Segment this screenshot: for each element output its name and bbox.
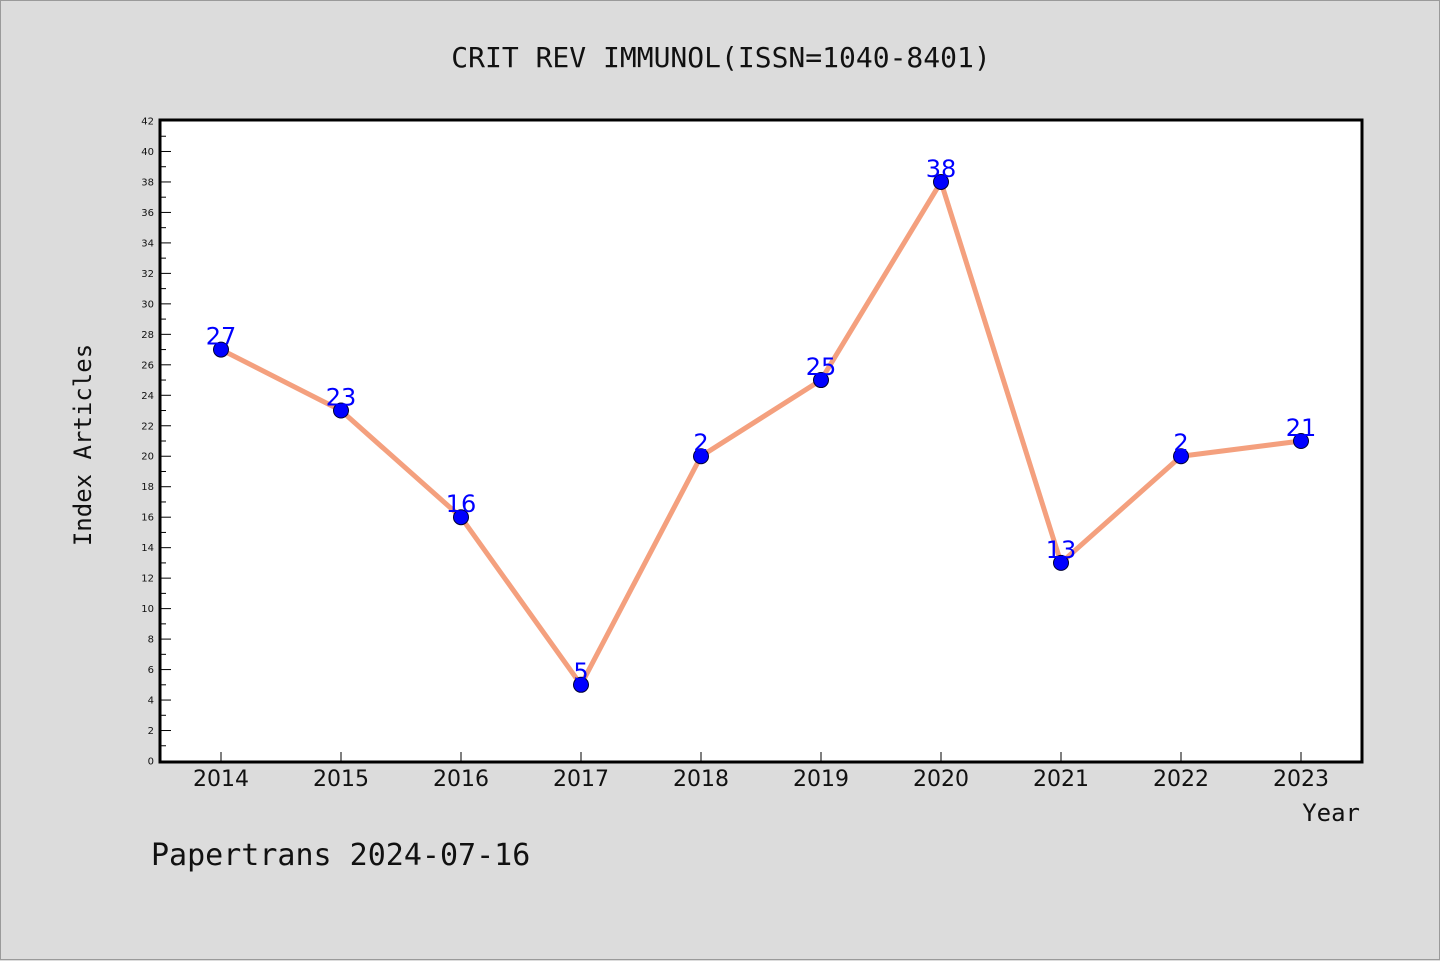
x-tick-label: 2021 xyxy=(1033,767,1089,792)
data-point xyxy=(1173,448,1189,465)
series-index-articles: 27 23 16 5 2 25 38 13 2 21 xyxy=(206,155,1317,693)
x-tick-label: 2022 xyxy=(1153,767,1209,792)
y-tick-label: 24 xyxy=(141,391,154,402)
y-tick-label: 32 xyxy=(141,269,154,280)
data-point xyxy=(933,173,949,190)
y-tick-label: 36 xyxy=(141,208,154,219)
y-tick-label: 40 xyxy=(141,147,154,158)
x-axis-title: Year xyxy=(1302,799,1360,827)
data-point xyxy=(1053,554,1069,571)
data-label: 27 xyxy=(206,323,237,351)
y-tick-label: 26 xyxy=(141,360,154,371)
y-tick-label: 8 xyxy=(148,635,154,646)
data-label: 38 xyxy=(926,155,957,183)
x-tick-label: 2023 xyxy=(1273,767,1329,792)
data-label: 21 xyxy=(1286,414,1317,442)
data-point xyxy=(453,509,469,526)
x-tick-label: 2020 xyxy=(913,767,969,792)
data-label: 2 xyxy=(693,429,708,457)
y-tick-label: 4 xyxy=(148,696,154,707)
y-tick-label: 10 xyxy=(141,604,154,615)
data-point xyxy=(573,676,589,693)
chart-title: CRIT REV IMMUNOL(ISSN=1040-8401) xyxy=(451,41,990,74)
y-tick-label: 20 xyxy=(141,452,154,463)
y-tick-label: 38 xyxy=(141,177,154,188)
data-point xyxy=(1293,433,1309,449)
y-tick-label: 42 xyxy=(141,117,154,128)
plot-area xyxy=(158,118,1364,764)
footer-date: Papertrans 2024-07-16 xyxy=(151,838,530,873)
y-tick-label: 18 xyxy=(141,482,154,493)
y-tick-label: 12 xyxy=(141,574,154,585)
data-label: 2 xyxy=(1173,429,1188,457)
y-tick-label: 6 xyxy=(148,665,154,676)
y-tick-label: 16 xyxy=(141,513,154,524)
x-tick-label: 2014 xyxy=(193,767,249,792)
y-tick-label: 2 xyxy=(148,726,154,737)
data-point xyxy=(813,372,829,389)
x-tick-label: 2018 xyxy=(673,767,729,792)
data-label: 16 xyxy=(446,490,477,518)
y-tick-label: 28 xyxy=(141,330,154,341)
x-tick-label: 2015 xyxy=(313,767,369,792)
x-tick-label: 2019 xyxy=(793,767,849,792)
x-axis: 2014 2015 2016 2017 2018 2019 2020 2021 2022 2023 xyxy=(193,752,1329,792)
data-label: 23 xyxy=(326,384,357,412)
series-line xyxy=(219,179,1302,688)
data-point xyxy=(333,402,349,419)
x-tick-label: 2016 xyxy=(433,767,489,792)
y-tick-label: 34 xyxy=(141,238,154,249)
data-point xyxy=(693,448,709,465)
y-tick-label: 0 xyxy=(148,757,154,768)
data-label: 5 xyxy=(573,658,588,686)
y-tick-label: 30 xyxy=(141,299,154,310)
y-axis-title: Index Articles xyxy=(69,344,97,546)
data-point xyxy=(213,341,229,358)
y-tick-label: 22 xyxy=(141,421,154,432)
data-label: 25 xyxy=(806,353,837,381)
y-tick-label: 14 xyxy=(141,543,154,554)
data-label: 13 xyxy=(1046,536,1077,564)
x-tick-label: 2017 xyxy=(553,767,609,792)
